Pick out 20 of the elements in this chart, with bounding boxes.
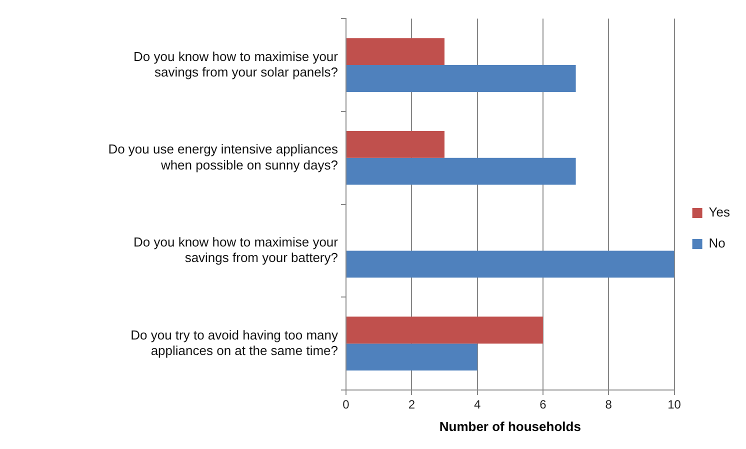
- x-tick-label: 0: [342, 398, 350, 412]
- x-tick-label: 6: [540, 398, 547, 412]
- bar: [346, 38, 444, 66]
- legend-label: No: [708, 236, 726, 251]
- y-tick-label: Do you know how to maximise your savings from your battery?: [134, 234, 339, 266]
- legend-label: Yes: [708, 204, 730, 220]
- x-tick-label: 2: [408, 398, 416, 412]
- x-axis-title: Number of households: [439, 418, 581, 434]
- y-tick-label: Do you try to avoid having too many appliances on at the same time?: [130, 327, 338, 358]
- x-tick-label: 4: [474, 398, 481, 412]
- y-tick-label: Do you use energy intensive appliances when possible on sunny days?: [108, 142, 338, 172]
- x-tick-label: 8: [605, 398, 612, 412]
- bar: [346, 65, 576, 92]
- bar: [346, 158, 576, 185]
- y-tick-label: Do you know how to maximise your savings from your solar panels?: [134, 48, 339, 80]
- bar: [346, 250, 674, 278]
- bar: [346, 316, 543, 344]
- bar: [346, 130, 444, 158]
- bar: [346, 344, 478, 370]
- x-tick-label: 10: [668, 398, 682, 412]
